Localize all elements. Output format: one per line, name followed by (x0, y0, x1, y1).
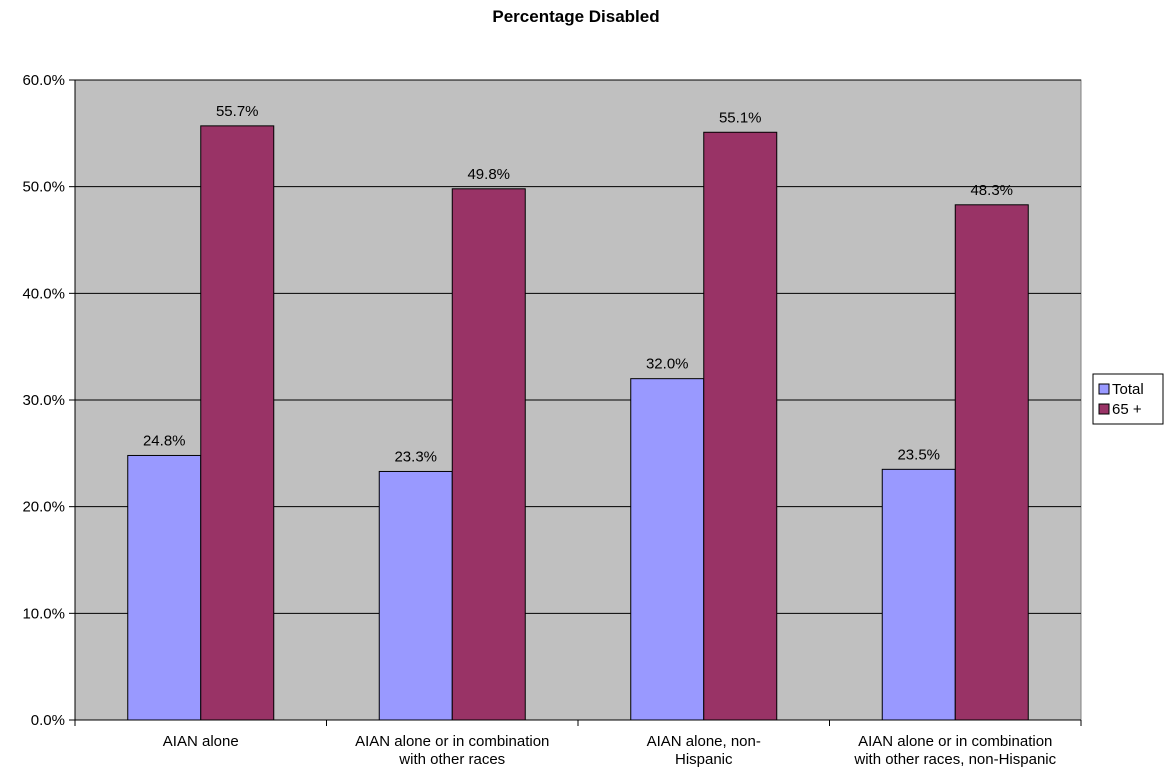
chart-title: Percentage Disabled (492, 7, 659, 26)
bar-total (127, 454, 202, 721)
x-tick-label: AIAN alone or in combination with other r… (355, 733, 549, 768)
bar-65-plus (703, 131, 778, 721)
data-label: 24.8% (143, 432, 186, 449)
x-tick-label: AIAN alone or in combination with other r… (853, 733, 1056, 768)
data-label: 23.5% (897, 446, 940, 463)
y-tick-label: 30.0% (22, 392, 65, 409)
legend-swatch (1098, 383, 1110, 395)
legend: Total 65 + (1092, 373, 1164, 425)
data-label: 55.1% (719, 109, 762, 126)
x-tick-label: AIAN alone, non-Hispanic (647, 733, 761, 768)
y-tick-label: 60.0% (22, 72, 65, 89)
legend-box (1092, 373, 1164, 425)
legend-swatch (1098, 403, 1110, 415)
y-tick-label: 0.0% (31, 712, 65, 729)
bar-total (630, 378, 705, 721)
bar-65-plus (200, 125, 275, 721)
legend-label: 65 + (1112, 401, 1142, 418)
y-tick-label: 50.0% (22, 179, 65, 196)
data-label: 32.0% (646, 356, 689, 373)
data-label: 48.3% (970, 182, 1013, 199)
bar-65-plus (954, 204, 1029, 721)
x-tick-label: AIAN alone (163, 733, 239, 750)
bar-total (378, 470, 453, 721)
y-tick-label: 20.0% (22, 499, 65, 516)
bars (127, 125, 1029, 721)
data-label: 23.3% (394, 448, 437, 465)
bar-total (881, 468, 956, 721)
axes: 0.0% 10.0% 20.0% 30.0% 40.0% 50.0% 60.0% AIAN a… (22, 72, 1082, 768)
data-label: 49.8% (467, 166, 510, 183)
legend-label: Total (1112, 381, 1144, 398)
y-tick-label: 40.0% (22, 285, 65, 302)
y-tick-label: 10.0% (22, 605, 65, 622)
bar-65-plus (451, 188, 526, 721)
data-labels: 24.8% 55.7% 23.3% 49.8% 32.0% 55.1% 23.5% 48.3% (143, 103, 1013, 466)
data-label: 55.7% (216, 103, 259, 120)
